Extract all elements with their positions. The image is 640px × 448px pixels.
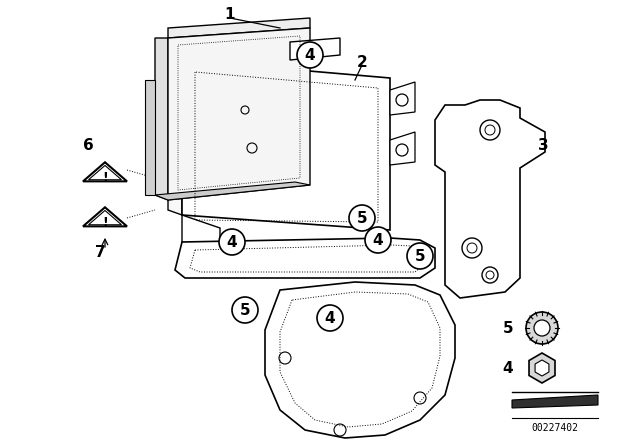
Circle shape — [349, 205, 375, 231]
Text: 5: 5 — [240, 302, 250, 318]
Text: 4: 4 — [227, 234, 237, 250]
Polygon shape — [145, 80, 155, 195]
Circle shape — [219, 229, 245, 255]
Text: 4: 4 — [502, 361, 513, 375]
Text: 1: 1 — [225, 7, 236, 22]
Polygon shape — [83, 162, 127, 181]
Text: 5: 5 — [356, 211, 367, 225]
Polygon shape — [529, 353, 555, 383]
Polygon shape — [290, 38, 340, 60]
Polygon shape — [265, 282, 455, 438]
Circle shape — [297, 42, 323, 68]
Text: 4: 4 — [305, 47, 316, 63]
Circle shape — [232, 297, 258, 323]
Polygon shape — [83, 207, 127, 226]
Circle shape — [534, 320, 550, 336]
Polygon shape — [182, 215, 220, 250]
Polygon shape — [182, 60, 390, 230]
Polygon shape — [390, 132, 415, 165]
Text: 3: 3 — [538, 138, 548, 152]
Polygon shape — [175, 238, 435, 278]
Text: 7: 7 — [95, 245, 106, 259]
Polygon shape — [435, 100, 545, 298]
Circle shape — [407, 243, 433, 269]
Circle shape — [317, 305, 343, 331]
Polygon shape — [155, 182, 310, 200]
Text: !: ! — [102, 171, 108, 184]
Text: 5: 5 — [502, 320, 513, 336]
Text: 4: 4 — [372, 233, 383, 247]
Text: 5: 5 — [415, 249, 426, 263]
Polygon shape — [535, 360, 549, 376]
Polygon shape — [512, 395, 598, 408]
Polygon shape — [168, 18, 310, 38]
Text: 00227402: 00227402 — [531, 423, 579, 433]
Polygon shape — [390, 82, 415, 115]
Polygon shape — [155, 38, 168, 200]
Polygon shape — [168, 28, 310, 200]
Circle shape — [526, 312, 558, 344]
Text: 2: 2 — [356, 55, 367, 69]
Circle shape — [365, 227, 391, 253]
Text: 6: 6 — [83, 138, 93, 152]
Text: !: ! — [102, 215, 108, 228]
Text: 4: 4 — [324, 310, 335, 326]
Polygon shape — [168, 55, 182, 215]
